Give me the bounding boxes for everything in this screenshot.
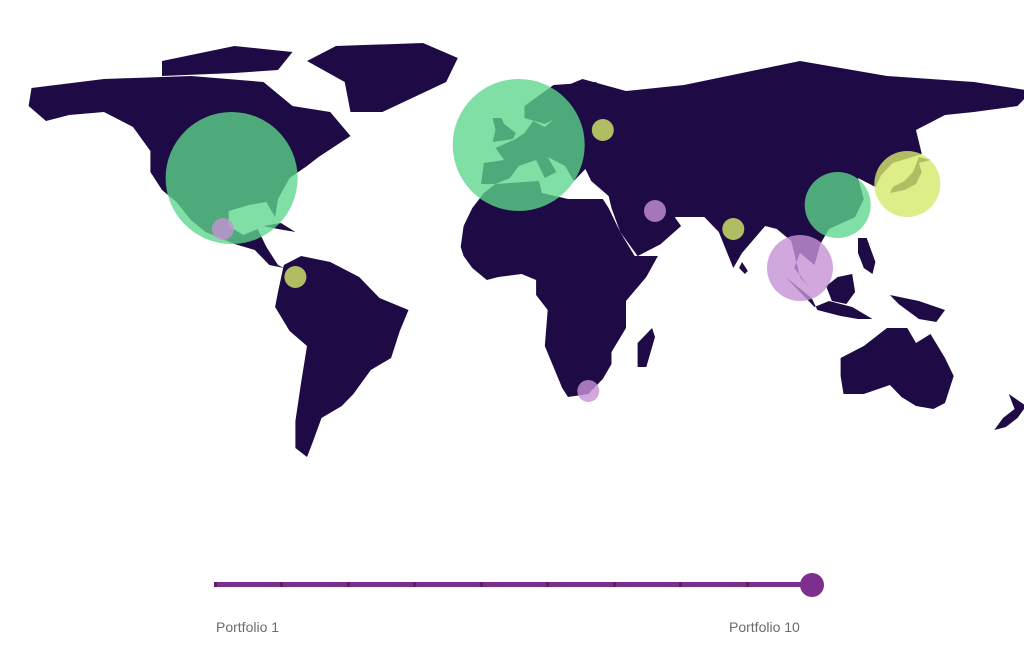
land-eurasia — [481, 61, 1024, 286]
portfolio-slider[interactable] — [214, 572, 824, 598]
bubble-japan[interactable] — [874, 151, 941, 217]
land-philippines — [858, 238, 876, 274]
land-south-america — [275, 256, 409, 457]
bubble-south-africa[interactable] — [577, 380, 600, 402]
slider-end-label: Portfolio 10 — [729, 619, 800, 635]
slider-tick — [745, 582, 749, 587]
land-indonesia — [785, 277, 873, 319]
slider-tick — [214, 582, 217, 587]
land-papua — [889, 295, 945, 322]
slider-tick — [679, 582, 683, 587]
bubble-india[interactable] — [722, 218, 745, 240]
bubble-southeast-asia[interactable] — [767, 235, 833, 301]
land-borneo — [826, 274, 856, 304]
slider-start-label: Portfolio 1 — [216, 619, 280, 635]
bubble-mexico[interactable] — [211, 218, 234, 240]
slider-tick — [546, 582, 550, 587]
slider-tick — [479, 582, 483, 587]
land-madagascar — [637, 328, 655, 367]
bubble-layer — [165, 79, 941, 402]
land-new-zealand — [994, 394, 1024, 430]
slider-track[interactable] — [214, 582, 812, 587]
slider-tick — [280, 582, 284, 587]
land-greenland — [307, 43, 458, 112]
land-sri-lanka — [739, 262, 748, 274]
slider-tick — [413, 582, 417, 587]
bubble-europe[interactable] — [452, 79, 585, 211]
land-africa — [460, 181, 658, 397]
bubble-china[interactable] — [804, 172, 871, 238]
bubble-russia[interactable] — [591, 119, 614, 141]
bubble-saudi-arabia[interactable] — [644, 200, 666, 222]
slider-tick — [346, 582, 350, 587]
world-map — [28, 43, 1024, 457]
slider-handle[interactable] — [800, 573, 824, 597]
bubble-colombia[interactable] — [284, 266, 307, 288]
bubble-united-states[interactable] — [165, 112, 298, 244]
slider-tick — [612, 582, 616, 587]
land-canada-islands — [162, 46, 293, 76]
land-australia — [840, 328, 954, 409]
